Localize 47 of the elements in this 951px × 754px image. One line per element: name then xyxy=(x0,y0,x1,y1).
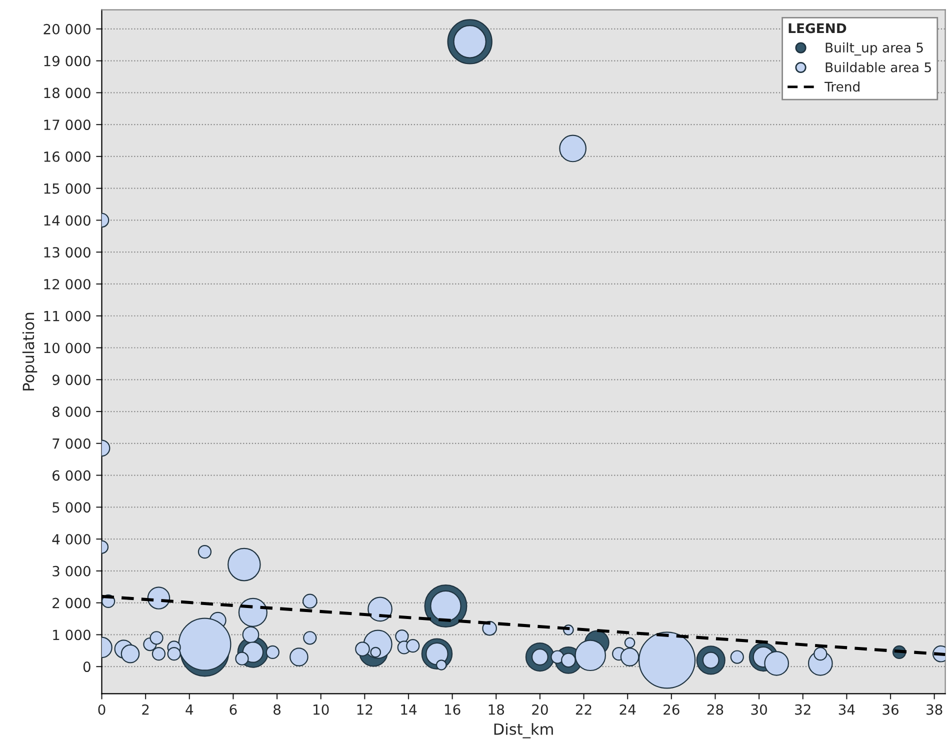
x-tick-label: 10 xyxy=(314,704,329,715)
y-tick-label: 20 000 xyxy=(44,24,90,34)
y-tick-label: 7 000 xyxy=(52,438,90,449)
legend-label: Trend xyxy=(824,81,860,92)
x-tick-label: 16 xyxy=(445,704,460,715)
x-tick-label: 0 xyxy=(98,704,106,715)
x-tick-label: 30 xyxy=(751,704,767,715)
y-tick-label: 5 000 xyxy=(52,502,90,513)
y-tick-label: 8 000 xyxy=(52,406,90,417)
y-tick-label: 18 000 xyxy=(44,88,90,98)
x-tick-label: 14 xyxy=(401,704,417,715)
x-tick-label: 12 xyxy=(357,704,372,715)
y-tick-label: 0 xyxy=(83,662,90,672)
x-tick-label: 28 xyxy=(707,704,724,715)
x-tick-label: 4 xyxy=(186,704,194,715)
x-tick-label: 8 xyxy=(274,704,281,715)
y-tick-label: 4 000 xyxy=(52,534,90,545)
y-tick-label: 15 000 xyxy=(44,183,90,194)
y-tick-label: 12 000 xyxy=(44,278,90,290)
y-tick-label: 3 000 xyxy=(52,566,90,576)
x-tick-label: 22 xyxy=(576,704,592,715)
y-tick-label: 6 000 xyxy=(52,470,90,481)
legend-title: LEGEND xyxy=(788,23,846,34)
y-tick-label: 17 000 xyxy=(44,120,90,130)
x-tick-label: 32 xyxy=(795,704,810,715)
y-tick-label: 13 000 xyxy=(44,247,90,258)
y-tick-label: 1 000 xyxy=(53,630,90,640)
y-tick-label: 9 000 xyxy=(52,374,90,386)
y-axis-title: Population xyxy=(22,312,38,390)
x-tick-label: 18 xyxy=(488,704,504,715)
x-tick-label: 26 xyxy=(664,704,680,715)
y-tick-label: 11 000 xyxy=(44,310,90,322)
y-tick-label: 2 000 xyxy=(52,598,90,608)
legend-label: Buildable area 5 xyxy=(826,62,931,72)
x-tick-label: 36 xyxy=(882,704,898,715)
x-axis-title: Dist_km xyxy=(494,723,553,738)
y-tick-label: 14 000 xyxy=(44,215,90,226)
y-tick-label: 19 000 xyxy=(44,56,90,66)
x-tick-label: 34 xyxy=(838,704,855,715)
x-tick-label: 38 xyxy=(926,704,942,715)
y-tick-label: 10 000 xyxy=(44,342,90,354)
x-tick-label: 6 xyxy=(230,704,237,715)
x-tick-label: 24 xyxy=(620,704,636,715)
y-tick-label: 16 000 xyxy=(44,151,90,162)
x-tick-label: 20 xyxy=(532,704,548,715)
legend-label: Built_up area 5 xyxy=(826,42,923,56)
x-tick-label: 2 xyxy=(142,704,149,715)
